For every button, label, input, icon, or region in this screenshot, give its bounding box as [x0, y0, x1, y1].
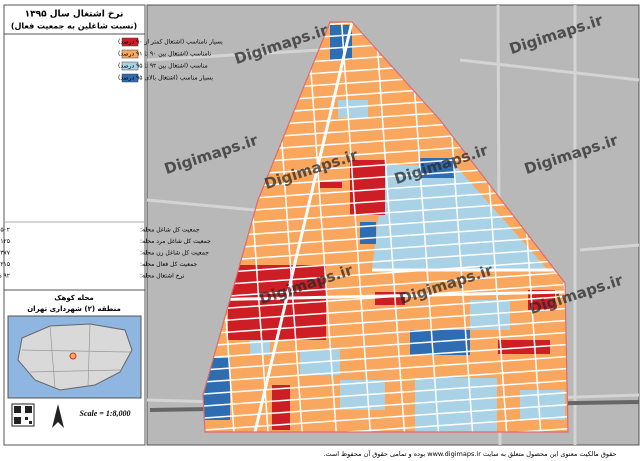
stat-label: جمعیت کل شاغل زن محله:: [140, 250, 209, 257]
stats: جمعیت کل شاغل محله: ۲۱۵۰۲ نفر جمعیت کل شاغ…: [0, 227, 211, 280]
stat-label: نرخ اشتغال محله:: [140, 273, 185, 280]
study-boundary: [202, 21, 569, 433]
stat-value: ۲۳۲۱۵ نفر: [0, 261, 10, 268]
district: منطقه (۲) شهرداری تهران: [27, 305, 121, 313]
footer-bar: [0, 446, 643, 461]
legend-swatch: [121, 61, 139, 71]
stat-value: ۹۲ درصد: [0, 273, 10, 280]
inset-districts: [21, 323, 131, 389]
scale: Scale = 1:8,000: [80, 409, 131, 418]
footer: حقوق مالکیت معنوی این محصول متعلق به سای…: [323, 449, 616, 458]
legend: بسیار نامناسب (اشتغال کمتر از ۹۰ درصد) نا…: [118, 37, 223, 83]
legend-label: مناسب (اشتغال بین ۹۲ تا ۹۵ درصد): [118, 63, 208, 70]
stat-value: ۱۸۱۲۵ نفر: [0, 238, 10, 245]
stat-label: جمعیت کل شاغل محله:: [140, 227, 200, 234]
qr-pattern: [14, 406, 32, 424]
legend-label: نامناسب (اشتغال بین ۹۰ تا ۹۱ درصد): [118, 51, 212, 58]
stat-label: جمعیت کل شاغل مرد محله:: [140, 238, 211, 245]
subtitle: (نسبت شاغلین به جمعیت فعال): [11, 22, 137, 31]
legend-swatch: [121, 37, 139, 47]
legend-swatch: [121, 49, 139, 59]
stat-value: ۲۱۵۰۲ نفر: [0, 227, 10, 234]
legend-label: بسیار مناسب (اشتغال بالای ۹۵ درصد): [118, 75, 213, 82]
stat-value: ۳۳۷۷ نفر: [0, 250, 11, 257]
neighborhood: محله کوهک: [54, 294, 93, 302]
inset-location: [69, 352, 77, 360]
legend-label: بسیار نامناسب (اشتغال کمتر از ۹۰ درصد): [118, 39, 223, 46]
stat-label: جمعیت کل فعال محله:: [140, 261, 197, 268]
legend-swatch: [121, 73, 139, 83]
north-arrow: [52, 404, 64, 428]
title: نرخ اشتغال سال ۱۳۹۵: [25, 10, 124, 20]
